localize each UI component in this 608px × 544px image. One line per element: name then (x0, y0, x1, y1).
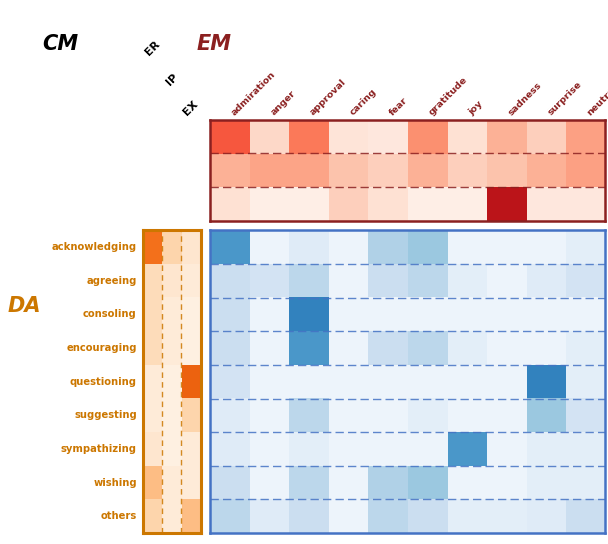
Text: CM: CM (43, 34, 79, 53)
Text: approval: approval (308, 77, 348, 117)
Text: admiration: admiration (229, 69, 277, 117)
Text: EX: EX (182, 98, 200, 117)
Text: sadness: sadness (506, 80, 543, 117)
Text: anger: anger (269, 89, 297, 117)
Text: others: others (100, 511, 137, 521)
Text: neutral: neutral (585, 83, 608, 117)
Text: agreeing: agreeing (86, 276, 137, 286)
Text: DA: DA (7, 296, 41, 316)
Text: ER: ER (143, 39, 162, 57)
Text: acknowledging: acknowledging (52, 242, 137, 252)
Text: sympathizing: sympathizing (61, 444, 137, 454)
Text: EM: EM (197, 34, 232, 53)
Text: joy: joy (467, 99, 485, 117)
Text: suggesting: suggesting (74, 410, 137, 421)
Text: wishing: wishing (93, 478, 137, 487)
Text: encouraging: encouraging (66, 343, 137, 353)
Text: caring: caring (348, 87, 378, 117)
Text: surprise: surprise (545, 79, 583, 117)
Text: IP: IP (164, 71, 179, 87)
Text: gratitude: gratitude (427, 75, 469, 117)
Text: questioning: questioning (70, 377, 137, 387)
Text: fear: fear (388, 95, 409, 117)
Text: consoling: consoling (83, 310, 137, 319)
